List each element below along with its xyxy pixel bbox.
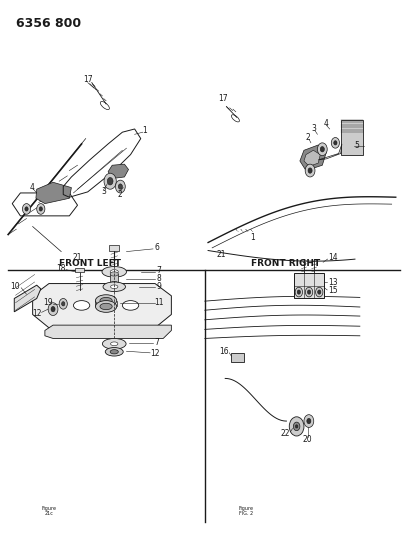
- Circle shape: [305, 164, 315, 177]
- Bar: [341, 120, 363, 155]
- Circle shape: [317, 143, 327, 156]
- Ellipse shape: [73, 301, 90, 310]
- Text: 21c: 21c: [44, 511, 53, 516]
- Circle shape: [305, 287, 313, 297]
- Text: 3: 3: [312, 125, 317, 133]
- Polygon shape: [304, 150, 320, 166]
- Text: 21: 21: [73, 253, 82, 262]
- Ellipse shape: [100, 297, 112, 304]
- Circle shape: [118, 184, 122, 189]
- Ellipse shape: [110, 281, 118, 286]
- Circle shape: [289, 417, 304, 436]
- Text: 3: 3: [102, 188, 106, 196]
- Polygon shape: [300, 145, 326, 171]
- Circle shape: [115, 180, 125, 193]
- Text: 16: 16: [220, 348, 229, 356]
- Polygon shape: [36, 182, 71, 204]
- Text: 2: 2: [306, 133, 310, 142]
- Text: 7: 7: [155, 338, 160, 346]
- Text: 14: 14: [328, 254, 337, 262]
- Circle shape: [297, 290, 300, 294]
- Text: 11: 11: [154, 298, 164, 307]
- Polygon shape: [33, 284, 171, 328]
- Bar: [75, 268, 84, 272]
- Text: 4: 4: [324, 119, 329, 128]
- Circle shape: [293, 422, 300, 431]
- Circle shape: [320, 147, 324, 152]
- Text: 2: 2: [118, 190, 123, 198]
- Circle shape: [334, 141, 337, 145]
- Text: 4: 4: [29, 183, 34, 192]
- Polygon shape: [14, 285, 41, 312]
- Text: 9: 9: [157, 282, 162, 290]
- Ellipse shape: [102, 266, 126, 277]
- Ellipse shape: [111, 342, 118, 345]
- Text: 12: 12: [32, 309, 42, 318]
- Circle shape: [331, 138, 339, 148]
- Text: 10: 10: [11, 282, 20, 291]
- Ellipse shape: [102, 338, 126, 349]
- Circle shape: [308, 168, 312, 173]
- Circle shape: [48, 303, 58, 316]
- Text: 17: 17: [218, 94, 228, 103]
- Ellipse shape: [110, 272, 118, 276]
- Text: FIG. 2: FIG. 2: [239, 511, 253, 516]
- Polygon shape: [45, 325, 171, 338]
- Ellipse shape: [110, 350, 118, 354]
- Text: 12: 12: [150, 349, 160, 358]
- Text: Figure: Figure: [42, 506, 56, 511]
- Text: 1: 1: [142, 126, 147, 135]
- Text: 21: 21: [216, 251, 226, 259]
- Ellipse shape: [122, 301, 139, 310]
- Text: 20: 20: [303, 435, 313, 444]
- Ellipse shape: [102, 303, 110, 308]
- Text: 8: 8: [157, 274, 162, 282]
- Ellipse shape: [100, 303, 112, 310]
- Text: Figure: Figure: [238, 506, 253, 511]
- Circle shape: [307, 418, 311, 424]
- Ellipse shape: [95, 301, 117, 312]
- Text: 22: 22: [281, 429, 290, 438]
- Ellipse shape: [103, 282, 126, 292]
- Circle shape: [25, 207, 28, 211]
- Text: 18: 18: [56, 264, 66, 272]
- Circle shape: [317, 290, 321, 294]
- Circle shape: [104, 173, 116, 189]
- Text: 15: 15: [328, 286, 337, 295]
- Bar: [294, 273, 324, 298]
- Text: 5: 5: [355, 141, 359, 150]
- Ellipse shape: [110, 270, 118, 274]
- Circle shape: [37, 204, 45, 214]
- Text: 19: 19: [43, 298, 53, 307]
- Circle shape: [39, 207, 42, 211]
- Circle shape: [22, 204, 31, 214]
- Ellipse shape: [105, 348, 123, 356]
- Circle shape: [62, 302, 65, 306]
- Circle shape: [295, 425, 298, 428]
- Text: 7: 7: [157, 266, 162, 275]
- Bar: [110, 274, 118, 284]
- Text: 6: 6: [155, 244, 160, 252]
- Circle shape: [107, 177, 113, 185]
- Text: 17: 17: [83, 76, 93, 84]
- Circle shape: [59, 298, 67, 309]
- Circle shape: [295, 287, 302, 297]
- Bar: [109, 245, 119, 251]
- Text: FRONT RIGHT: FRONT RIGHT: [251, 259, 320, 268]
- Ellipse shape: [95, 295, 117, 306]
- Circle shape: [308, 290, 311, 294]
- Text: 13: 13: [328, 278, 337, 287]
- Circle shape: [51, 306, 55, 312]
- Text: FRONT LEFT: FRONT LEFT: [59, 259, 121, 268]
- Text: 6356 800: 6356 800: [16, 17, 82, 30]
- Text: 1: 1: [251, 233, 255, 241]
- Polygon shape: [108, 164, 129, 179]
- Circle shape: [315, 287, 323, 297]
- Bar: [231, 353, 244, 362]
- Circle shape: [304, 415, 314, 427]
- Ellipse shape: [111, 285, 118, 289]
